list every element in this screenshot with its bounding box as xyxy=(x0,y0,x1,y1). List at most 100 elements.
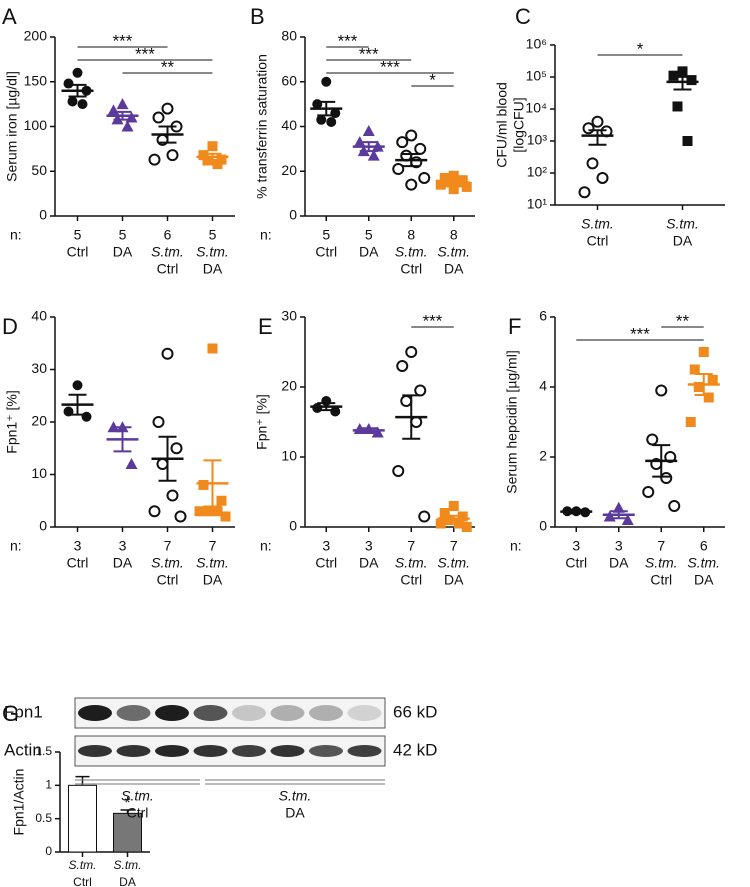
n-value: 3 xyxy=(119,538,127,554)
y-axis-title: Serum iron [µg/dl] xyxy=(4,71,20,182)
y-axis-title: Serum hepcidin [µg/ml] xyxy=(504,350,520,493)
data-point xyxy=(435,518,446,529)
x-tick-label: Ctrl xyxy=(400,572,422,588)
x-tick-label: Ctrl xyxy=(315,555,337,571)
y-tick-label: 20 xyxy=(281,162,297,178)
bar xyxy=(68,784,97,853)
y-tick-label: 100 xyxy=(24,117,48,133)
n-value: 6 xyxy=(164,227,172,243)
data-point xyxy=(682,136,693,146)
y-tick-label: 0 xyxy=(45,844,52,858)
data-point xyxy=(392,163,405,176)
data-point xyxy=(439,508,450,518)
blot-group-label: S.tm. xyxy=(279,788,312,804)
y-tick-label: 10⁵ xyxy=(526,68,547,84)
blot-band xyxy=(270,705,305,721)
y-tick-label: 2 xyxy=(539,448,547,464)
data-point xyxy=(212,506,223,517)
data-point xyxy=(686,75,697,86)
n-value: 3 xyxy=(365,538,373,554)
n-label: n: xyxy=(10,538,22,554)
n-value: 5 xyxy=(365,227,373,243)
error-bar xyxy=(68,393,87,416)
data-point xyxy=(703,392,714,403)
x-tick-label: S.tm. xyxy=(196,555,229,571)
data-point xyxy=(161,347,174,360)
data-point xyxy=(392,465,405,477)
x-tick-label: Ctrl xyxy=(157,261,179,277)
data-point xyxy=(81,411,92,422)
y-tick-label: 10⁶ xyxy=(526,36,547,52)
x-tick-label: DA xyxy=(113,244,133,260)
blot-band xyxy=(347,705,382,721)
data-point xyxy=(396,360,409,372)
data-point xyxy=(448,184,459,195)
blot-band xyxy=(116,705,151,721)
n-value: 7 xyxy=(209,538,217,554)
error-bar xyxy=(317,100,336,117)
data-point xyxy=(461,181,472,192)
blot-band xyxy=(78,705,112,721)
y-tick-label: 6 xyxy=(539,308,547,324)
error-bar xyxy=(113,110,132,121)
blot-band xyxy=(309,745,343,757)
x-tick-label: S.tm. xyxy=(113,858,141,872)
y-tick-label: 10 xyxy=(31,465,47,481)
data-point xyxy=(198,480,209,490)
data-point xyxy=(212,159,223,170)
data-point xyxy=(166,149,179,162)
data-point xyxy=(362,124,375,136)
x-tick-label: Ctrl xyxy=(73,875,92,887)
blot-band xyxy=(155,745,189,757)
data-point xyxy=(668,500,681,512)
error-bar xyxy=(444,179,463,186)
x-tick-label: S.tm. xyxy=(395,244,428,260)
data-point xyxy=(121,120,134,132)
data-point xyxy=(312,403,323,413)
data-point xyxy=(77,99,88,110)
error-bar xyxy=(694,373,713,397)
data-point xyxy=(72,380,83,391)
data-point xyxy=(414,142,427,155)
n-value: 5 xyxy=(322,227,330,243)
y-axis-title: [logCFU] xyxy=(511,97,527,152)
data-point xyxy=(174,510,187,523)
panel-letter: A xyxy=(2,4,17,29)
blot-group-label: S.tm. xyxy=(121,788,154,804)
data-point xyxy=(435,179,446,190)
error-bar xyxy=(120,809,135,814)
panel-letter: C xyxy=(515,4,531,29)
n-value: 8 xyxy=(407,227,415,243)
blot-group-label: Ctrl xyxy=(127,805,149,821)
data-point xyxy=(156,458,169,470)
x-tick-label: S.tm. xyxy=(437,244,470,260)
y-tick-label: 200 xyxy=(24,28,48,44)
blot-band xyxy=(347,745,382,757)
data-point xyxy=(152,111,165,124)
data-point xyxy=(689,364,700,375)
data-point xyxy=(461,522,472,532)
data-point xyxy=(410,416,423,428)
data-point xyxy=(207,343,218,354)
data-point xyxy=(198,150,209,161)
data-point xyxy=(612,501,625,513)
error-bar xyxy=(158,435,177,482)
y-tick-label: 0 xyxy=(289,518,297,534)
significance-label: *** xyxy=(423,311,443,330)
blot-row-label: Actin xyxy=(4,740,42,759)
blot-group-line xyxy=(75,779,200,785)
data-point xyxy=(170,442,183,455)
y-axis-title: Fpn1/Actin xyxy=(11,769,27,836)
y-tick-label: 150 xyxy=(24,72,48,88)
error-bar xyxy=(359,141,378,153)
n-value: 5 xyxy=(74,227,82,243)
data-point xyxy=(698,347,709,357)
data-point xyxy=(367,149,380,161)
data-point xyxy=(582,122,595,135)
y-tick-label: 0 xyxy=(289,207,297,223)
data-point xyxy=(405,178,418,191)
panel-letter: B xyxy=(250,4,265,29)
data-point xyxy=(660,472,673,484)
